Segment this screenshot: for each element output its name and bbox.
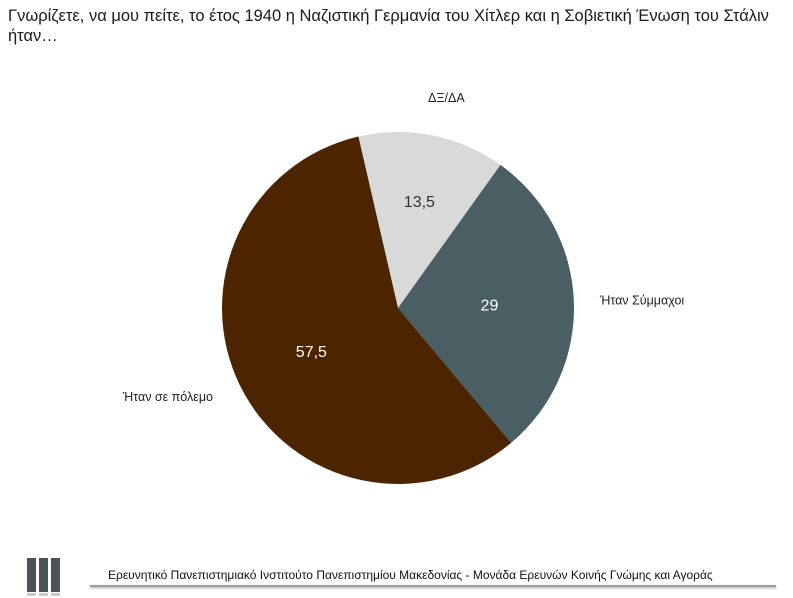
pie-value-label: 29 xyxy=(481,297,499,314)
pie-slice xyxy=(358,131,501,308)
footer-institute-text: Ερευνητικό Πανεπιστημιακό Ινστιτούτο Παν… xyxy=(108,568,713,582)
pie-category-label: Ήταν Σύμμαχοι xyxy=(599,293,685,307)
pie-category-label: ΔΞ/ΔΑ xyxy=(428,91,465,105)
pie-slice xyxy=(398,164,574,443)
pie-value-labels: 13,5 29 57,5 xyxy=(296,194,499,361)
footer-divider xyxy=(90,585,776,587)
institute-logo xyxy=(27,556,61,596)
pie-value-label: 57,5 xyxy=(296,344,327,361)
pie-slice xyxy=(222,136,512,484)
pie-category-label: Ήταν σε πόλεμο xyxy=(122,390,213,404)
pie-category-labels: ΔΞ/ΔΑ Ήταν Σύμμαχοι Ήταν σε πόλεμο xyxy=(122,91,685,404)
pie-value-label: 13,5 xyxy=(404,194,435,211)
question-title: Γνωρίζετε, να μου πείτε, το έτος 1940 η … xyxy=(8,7,769,45)
pie-slices xyxy=(222,131,574,484)
